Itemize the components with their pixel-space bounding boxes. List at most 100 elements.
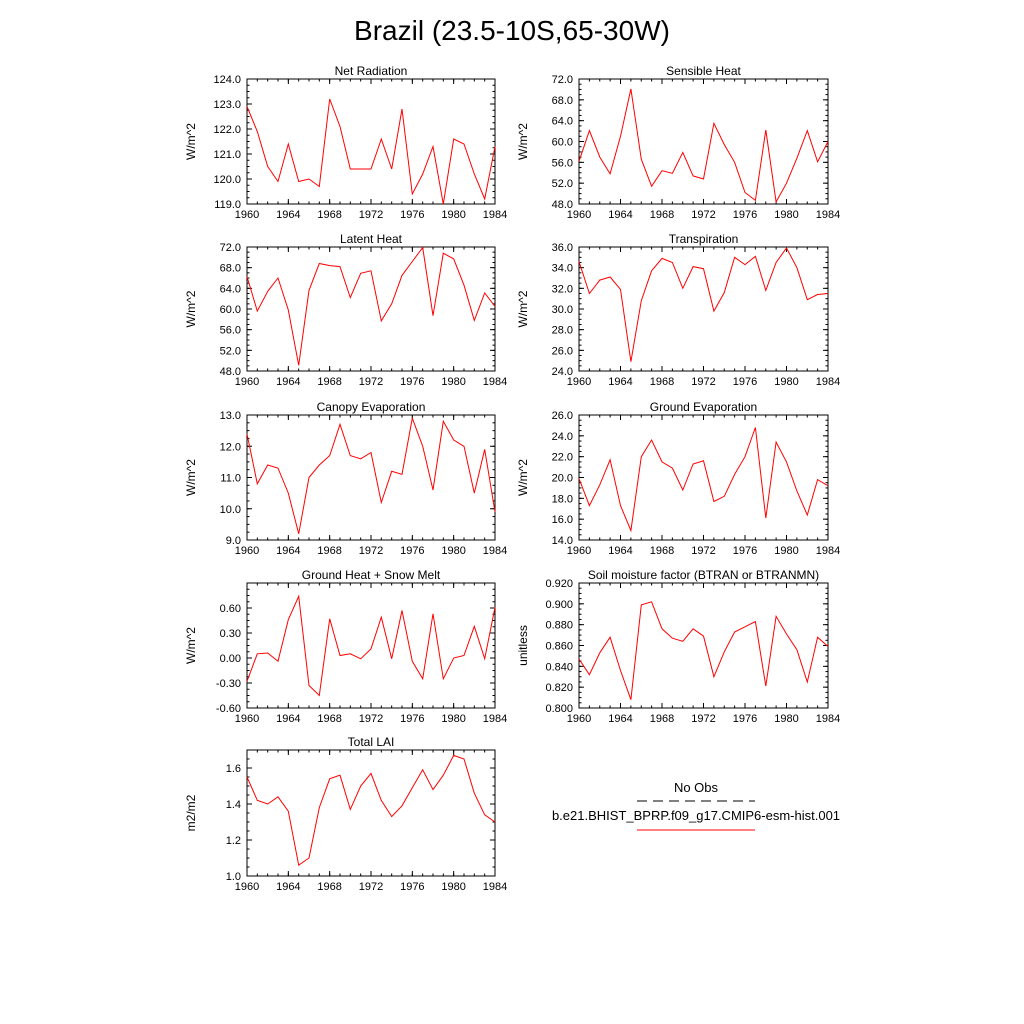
y-tick-label: -0.30 <box>216 678 241 690</box>
x-tick-label: 1964 <box>608 713 632 725</box>
y-tick-label: -0.60 <box>216 703 241 715</box>
series-line <box>246 594 496 697</box>
y-tick-label: 13.0 <box>220 410 241 422</box>
x-tick-label: 1972 <box>691 209 715 221</box>
y-tick-label: 22.0 <box>552 452 573 464</box>
x-tick-label: 1984 <box>483 881 507 893</box>
series-line <box>246 98 496 205</box>
x-tick-label: 1960 <box>235 376 259 388</box>
y-tick-label: 0.00 <box>220 653 241 665</box>
panel-title: Sensible Heat <box>666 64 741 78</box>
x-tick-label: 1964 <box>608 209 632 221</box>
x-tick-label: 1972 <box>359 376 383 388</box>
x-tick-label: 1976 <box>733 209 757 221</box>
x-tick-label: 1980 <box>441 881 465 893</box>
panel-0: Net Radiation 119.0 120.0 121.0 122.0 123.0 12… <box>184 64 507 221</box>
x-tick-label: 1976 <box>400 209 424 221</box>
y-axis-label: unitless <box>516 625 530 666</box>
y-tick-label: 1.6 <box>226 763 241 775</box>
y-tick-label: 34.0 <box>552 263 573 275</box>
y-axis-label: W/m^2 <box>516 123 530 160</box>
x-tick-label: 1976 <box>400 713 424 725</box>
x-tick-label: 1964 <box>276 209 300 221</box>
panel-4: Canopy Evaporation 9.0 10.0 11.0 12.0 13.0 196… <box>184 400 507 557</box>
y-tick-label: 28.0 <box>552 325 573 337</box>
y-tick-label: 121.0 <box>213 149 241 161</box>
y-tick-label: 120.0 <box>213 174 241 186</box>
x-tick-label: 1980 <box>774 209 798 221</box>
plot-frame <box>578 582 829 709</box>
y-axis-label: m2/m2 <box>184 794 198 831</box>
y-tick-label: 52.0 <box>220 345 241 357</box>
x-tick-label: 1960 <box>567 209 591 221</box>
panel-7: Soil moisture factor (BTRAN or BTRANMN) 0… <box>516 568 840 725</box>
y-tick-label: 60.0 <box>552 137 573 149</box>
legend-model-label: b.e21.BHIST_BPRP.f09_g17.CMIP6-esm-hist.… <box>552 808 840 823</box>
x-tick-label: 1984 <box>483 209 507 221</box>
x-tick-label: 1968 <box>317 713 341 725</box>
x-tick-label: 1968 <box>650 545 674 557</box>
legend: No Obs b.e21.BHIST_BPRP.f09_g17.CMIP6-es… <box>552 780 840 831</box>
x-tick-label: 1980 <box>441 376 465 388</box>
x-tick-label: 1980 <box>774 376 798 388</box>
y-tick-label: 0.860 <box>545 641 573 653</box>
plot-frame <box>578 246 829 372</box>
y-tick-label: 24.0 <box>552 431 573 443</box>
y-axis-label: W/m^2 <box>184 123 198 160</box>
x-tick-label: 1968 <box>650 376 674 388</box>
y-axis-label: W/m^2 <box>184 459 198 496</box>
panel-title: Canopy Evaporation <box>317 400 426 414</box>
x-tick-label: 1976 <box>400 545 424 557</box>
y-tick-label: 60.0 <box>220 304 241 316</box>
x-tick-label: 1972 <box>691 713 715 725</box>
y-axis-label: W/m^2 <box>516 459 530 496</box>
x-tick-label: 1964 <box>608 376 632 388</box>
series-line <box>246 416 496 534</box>
y-tick-label: 32.0 <box>552 283 573 295</box>
main-title: Brazil (23.5-10S,65-30W) <box>354 15 670 46</box>
x-tick-label: 1968 <box>317 209 341 221</box>
x-tick-label: 1980 <box>441 713 465 725</box>
panel-2: Latent Heat 48.0 52.0 56.0 60.0 64.0 68.0 72.0 1… <box>184 232 507 388</box>
y-tick-label: 30.0 <box>552 304 573 316</box>
x-tick-label: 1960 <box>567 713 591 725</box>
y-tick-label: 64.0 <box>220 283 241 295</box>
x-tick-label: 1964 <box>276 376 300 388</box>
x-tick-label: 1964 <box>276 881 300 893</box>
panel-8: Total LAI 1.0 1.2 1.4 1.6 1960 1964 1968 1972 197… <box>184 735 507 893</box>
y-tick-label: 9.0 <box>226 535 241 547</box>
x-tick-label: 1960 <box>235 713 259 725</box>
y-tick-label: 119.0 <box>214 199 241 211</box>
y-tick-label: 52.0 <box>552 178 573 190</box>
x-tick-label: 1960 <box>235 209 259 221</box>
y-tick-label: 72.0 <box>220 242 241 254</box>
plot-frame <box>578 414 829 541</box>
x-tick-label: 1976 <box>400 881 424 893</box>
x-tick-label: 1984 <box>483 713 507 725</box>
x-tick-label: 1980 <box>441 545 465 557</box>
x-tick-label: 1984 <box>816 376 840 388</box>
y-tick-label: 122.0 <box>213 124 241 136</box>
x-tick-label: 1976 <box>733 713 757 725</box>
plot-frame <box>246 749 496 877</box>
panel-6: Ground Heat + Snow Melt -0.60 -0.30 0.00 0.3… <box>184 568 507 725</box>
y-tick-label: 18.0 <box>552 493 573 505</box>
y-axis-label: W/m^2 <box>184 627 198 664</box>
y-tick-label: 12.0 <box>220 441 241 453</box>
x-tick-label: 1972 <box>359 209 383 221</box>
x-tick-label: 1980 <box>774 713 798 725</box>
x-tick-label: 1960 <box>235 881 259 893</box>
y-tick-label: 48.0 <box>220 366 241 378</box>
y-tick-label: 68.0 <box>552 95 573 107</box>
series-line <box>578 427 829 533</box>
y-tick-label: 56.0 <box>552 157 573 169</box>
y-tick-label: 26.0 <box>552 410 573 422</box>
x-tick-label: 1984 <box>483 545 507 557</box>
x-tick-label: 1968 <box>650 713 674 725</box>
y-tick-label: 36.0 <box>552 242 573 254</box>
panel-3: Transpiration 24.0 26.0 28.0 30.0 32.0 34.0 36.… <box>516 232 840 388</box>
x-tick-label: 1976 <box>733 545 757 557</box>
legend-obs-label: No Obs <box>674 780 719 795</box>
series-line <box>578 247 829 362</box>
panel-1: Sensible Heat 48.0 52.0 56.0 60.0 64.0 68.0 72.… <box>516 64 840 221</box>
